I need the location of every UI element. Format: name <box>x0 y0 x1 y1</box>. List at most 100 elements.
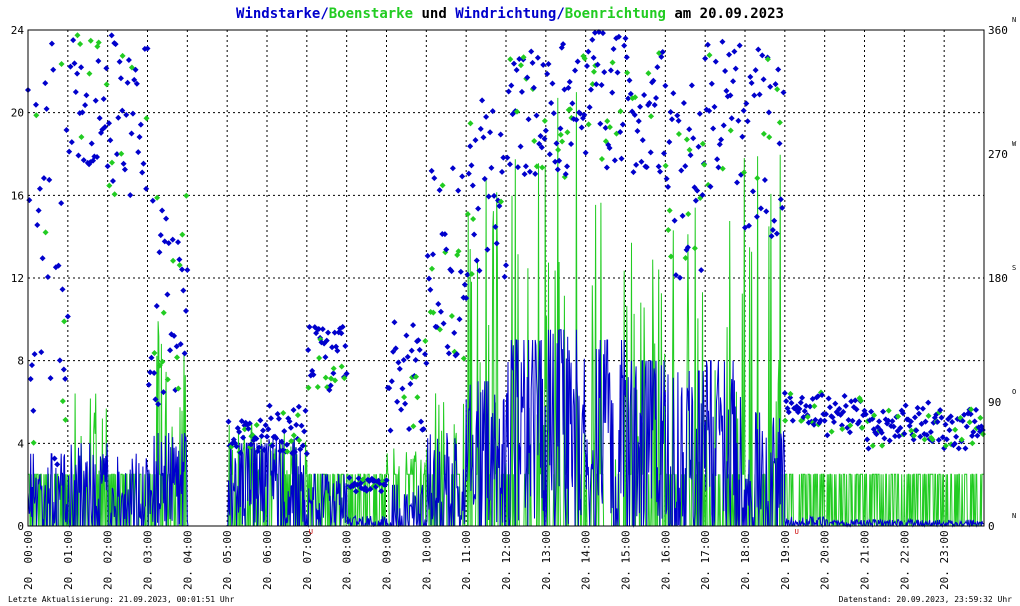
wind-direction-point <box>40 175 47 182</box>
wind-direction-point <box>339 323 346 330</box>
wind-direction-point <box>868 408 875 415</box>
wind-direction-point <box>651 102 658 109</box>
wind-direction-point <box>942 421 949 428</box>
wind-direction-point <box>525 116 532 123</box>
wind-direction-point <box>664 183 671 190</box>
x-tick-label: 20. 06:00 <box>261 530 274 590</box>
wind-direction-point <box>302 407 309 414</box>
gust-direction-point <box>685 211 692 218</box>
gust-direction-point <box>338 363 345 370</box>
direction-label: N <box>1012 512 1016 520</box>
wind-direction-point <box>658 53 665 60</box>
wind-direction-point <box>819 392 826 399</box>
wind-direction-point <box>108 32 115 39</box>
wind-direction-point <box>937 407 944 414</box>
title-segment: am 20.09.2023 <box>666 6 784 22</box>
wind-direction-point <box>435 300 442 307</box>
wind-direction-point <box>169 236 176 243</box>
wind-direction-point <box>541 135 548 142</box>
wind-direction-point <box>901 430 908 437</box>
gust-direction-point <box>305 384 312 391</box>
wind-direction-point <box>508 82 515 89</box>
wind-direction-point <box>68 139 75 146</box>
x-tick-label: 20. 10:00 <box>420 530 433 590</box>
gust-direction-point <box>966 419 973 426</box>
wind-direction-point <box>621 42 628 49</box>
gust-direction-point <box>977 414 984 421</box>
wind-direction-point <box>949 419 956 426</box>
wind-direction-point <box>641 91 648 98</box>
gust-direction-point <box>464 211 471 218</box>
gust-direction-point <box>322 374 329 381</box>
wind-direction-point <box>682 163 689 170</box>
gust-direction-point <box>316 354 323 361</box>
wind-direction-point <box>125 57 132 64</box>
wind-direction-point <box>422 351 429 358</box>
wind-direction-point <box>569 100 576 107</box>
wind-direction-point <box>865 445 872 452</box>
wind-direction-point <box>935 436 942 443</box>
wind-direction-point <box>687 152 694 159</box>
wind-direction-point <box>889 418 896 425</box>
gust-direction-point <box>847 422 854 429</box>
wind-direction-point <box>532 170 539 177</box>
wind-direction-point <box>400 356 407 363</box>
y-right-tick-label: 0 <box>988 520 995 533</box>
wind-direction-point <box>728 115 735 122</box>
x-tick-label: 20. 13:00 <box>540 530 553 590</box>
x-tick-label: 20. 11:00 <box>460 530 473 590</box>
wind-direction-point <box>716 141 723 148</box>
wind-direction-point <box>112 41 119 48</box>
wind-direction-point <box>248 441 255 448</box>
wind-direction-point <box>647 149 654 156</box>
wind-direction-point <box>183 307 190 314</box>
wind-direction-point <box>878 429 885 436</box>
y-left-tick-label: 8 <box>17 355 24 368</box>
x-tick-label: 20. 19:00 <box>779 530 792 590</box>
wind-direction-point <box>269 442 276 449</box>
wind-direction-point <box>319 326 326 333</box>
wind-direction-point <box>743 100 750 107</box>
wind-direction-point <box>609 89 616 96</box>
wind-direction-point <box>789 417 796 424</box>
wind-direction-point <box>127 192 134 199</box>
gust-direction-point <box>665 227 672 234</box>
wind-direction-point <box>406 425 413 432</box>
wind-direction-point <box>675 117 682 124</box>
wind-direction-point <box>149 197 156 204</box>
gust-direction-point <box>859 424 866 431</box>
gust-direction-point <box>154 194 161 201</box>
wind-direction-point <box>459 173 466 180</box>
wind-direction-point <box>533 112 540 119</box>
y-left-tick-label: 12 <box>11 272 24 285</box>
wind-direction-point <box>574 58 581 65</box>
gust-direction-point <box>314 384 321 391</box>
wind-direction-point <box>461 281 468 288</box>
gust-direction-point <box>567 106 574 113</box>
wind-direction-point <box>152 396 159 403</box>
gust-direction-point <box>879 442 886 449</box>
wind-direction-point <box>752 67 759 74</box>
wind-direction-point <box>881 435 888 442</box>
wind-direction-point <box>64 313 71 320</box>
wind-direction-point <box>137 121 144 128</box>
wind-direction-point <box>342 342 349 349</box>
wind-direction-point <box>566 78 573 85</box>
wind-direction-point <box>934 418 941 425</box>
wind-direction-point <box>768 233 775 240</box>
wind-direction-point <box>618 155 625 162</box>
gust-direction-point <box>175 385 182 392</box>
wind-direction-point <box>38 349 45 356</box>
wind-direction-point <box>467 143 474 150</box>
gust-direction-point <box>727 127 734 134</box>
wind-direction-point <box>156 249 163 256</box>
wind-direction-point <box>504 154 511 161</box>
gust-direction-point <box>590 68 597 75</box>
wind-direction-point <box>846 429 853 436</box>
gust-direction-point <box>468 271 475 278</box>
wind-direction-point <box>825 395 832 402</box>
wind-direction-point <box>708 80 715 87</box>
wind-direction-point <box>639 137 646 144</box>
wind-direction-point <box>915 410 922 417</box>
gust-direction-point <box>111 191 118 198</box>
